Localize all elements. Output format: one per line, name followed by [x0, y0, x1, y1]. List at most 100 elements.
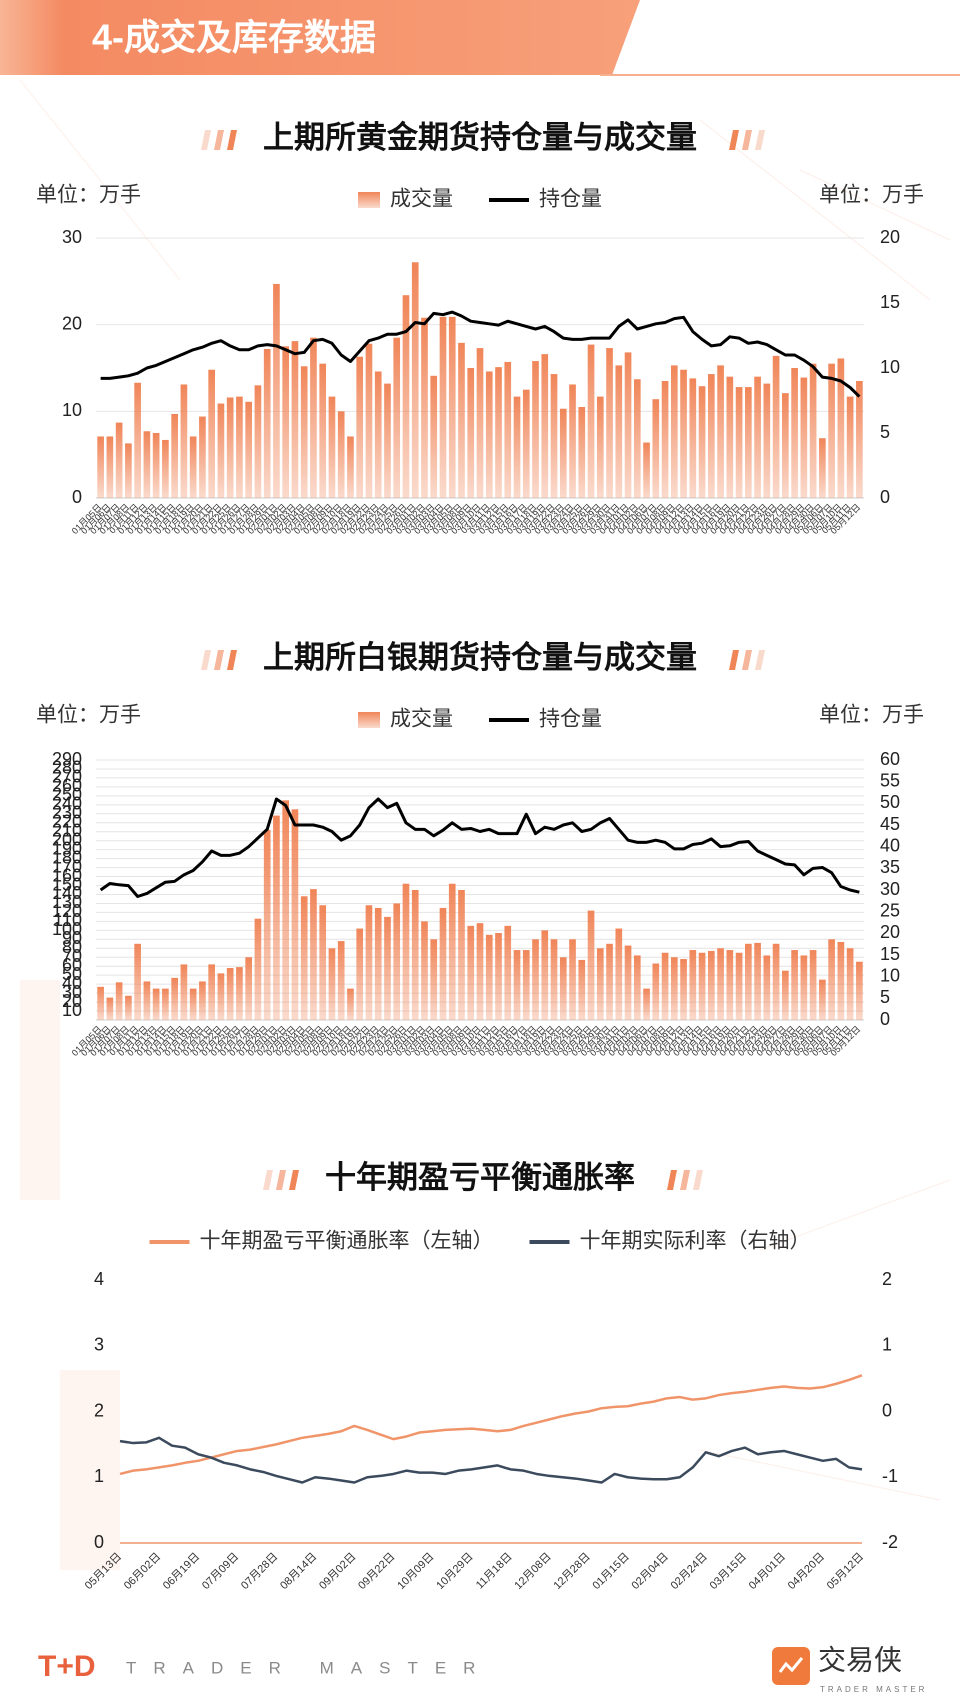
bar	[171, 977, 178, 1020]
bar	[606, 943, 613, 1020]
bar	[347, 988, 354, 1020]
bar	[578, 407, 586, 498]
bar	[106, 997, 114, 1020]
legend-item: 成交量	[358, 708, 453, 731]
bar	[245, 401, 253, 498]
bar	[707, 374, 715, 498]
bar	[273, 283, 280, 498]
bar	[476, 923, 484, 1020]
y2-tick-label: 5	[880, 987, 890, 1007]
y2-tick-label: 20	[880, 227, 900, 247]
title-decor	[227, 130, 237, 150]
bar	[439, 316, 447, 498]
bar	[263, 829, 271, 1020]
title-decor	[201, 130, 211, 150]
y-tick-label: 50	[62, 964, 82, 984]
bar	[596, 396, 604, 498]
bar	[652, 963, 660, 1020]
line-series	[100, 310, 861, 398]
bar	[624, 352, 632, 498]
bar	[245, 957, 253, 1020]
bar	[226, 968, 234, 1020]
bar	[550, 939, 558, 1020]
title-decor	[214, 650, 224, 670]
y2-tick-label: 15	[880, 292, 900, 312]
y-tick-label: 90	[62, 928, 82, 948]
bar	[569, 384, 576, 498]
y-axis-unit: 单位：万手	[36, 704, 141, 727]
y2-axis-unit: 单位：万手	[819, 704, 924, 727]
x-tick-label: 12月28日	[551, 1551, 592, 1592]
bar	[189, 988, 197, 1020]
bar	[809, 363, 817, 498]
y-tick-label: 10	[62, 1000, 82, 1020]
legend-item: 持仓量	[489, 188, 602, 211]
title-decor	[680, 1170, 690, 1190]
bar	[670, 957, 678, 1020]
x-tick-label: 04月01日	[747, 1551, 788, 1592]
y-tick-label: 190	[52, 838, 82, 858]
bar	[772, 943, 780, 1020]
bar	[467, 925, 475, 1020]
x-tick-label: 10月09日	[395, 1551, 436, 1592]
bar	[846, 948, 854, 1020]
y-tick-label: 20	[62, 313, 82, 333]
legend-swatch	[358, 192, 380, 208]
bar	[125, 995, 132, 1020]
bar	[763, 955, 771, 1020]
bar	[199, 416, 206, 498]
bar	[661, 952, 669, 1020]
legend-label: 成交量	[390, 188, 453, 211]
bar	[689, 950, 697, 1020]
y-tick-label: 230	[52, 803, 82, 823]
background-decor	[19, 79, 951, 1570]
bar	[300, 366, 308, 498]
title-decor	[263, 1170, 273, 1190]
legend-label: 持仓量	[539, 188, 602, 211]
bar	[541, 354, 549, 498]
y2-tick-label: -2	[882, 1532, 898, 1552]
bar	[643, 988, 650, 1020]
title-decor	[693, 1170, 703, 1190]
bar	[421, 317, 428, 498]
x-tick-label: 07月28日	[239, 1551, 280, 1592]
bar	[448, 883, 456, 1020]
bar	[745, 943, 752, 1020]
y-tick-label: 80	[62, 937, 82, 957]
x-tick-label: 07月09日	[200, 1551, 241, 1592]
y-tick-label: 210	[52, 820, 82, 840]
title-decor	[227, 650, 237, 670]
x-tick-label: 02月04日	[630, 1551, 671, 1592]
bar	[467, 368, 475, 498]
bar	[670, 365, 678, 498]
chart-title: 上期所黄金期货持仓量与成交量	[263, 120, 697, 155]
y2-tick-label: 60	[880, 749, 900, 769]
footer-tagline: TRADER MASTER	[126, 1658, 492, 1677]
y2-tick-label: 2	[882, 1269, 892, 1289]
chart: 十年期盈亏平衡通胀率01234-2-101205月13日06月02日06月19日…	[83, 1160, 898, 1592]
bar	[458, 890, 465, 1020]
title-decor	[289, 1170, 299, 1190]
bar	[208, 964, 215, 1020]
bar	[856, 961, 863, 1020]
x-tick-label: 03月15日	[708, 1551, 749, 1592]
y2-tick-label: 35	[880, 857, 900, 877]
bar	[504, 925, 512, 1020]
y-tick-label: 1	[94, 1466, 104, 1486]
x-tick-label: 06月19日	[161, 1551, 202, 1592]
bar	[97, 986, 104, 1020]
bar	[106, 436, 114, 498]
x-tick-label: 09月02日	[317, 1551, 358, 1592]
bar	[689, 378, 697, 498]
title-decor	[276, 1170, 286, 1190]
bar	[782, 393, 789, 498]
logo-name: 交易侠	[818, 1644, 902, 1675]
y2-axis-unit: 单位：万手	[819, 184, 924, 207]
bar	[291, 341, 299, 498]
y2-tick-label: 0	[880, 487, 890, 507]
logo-glyph	[778, 1657, 804, 1673]
bar	[152, 433, 160, 498]
bar	[365, 905, 373, 1020]
